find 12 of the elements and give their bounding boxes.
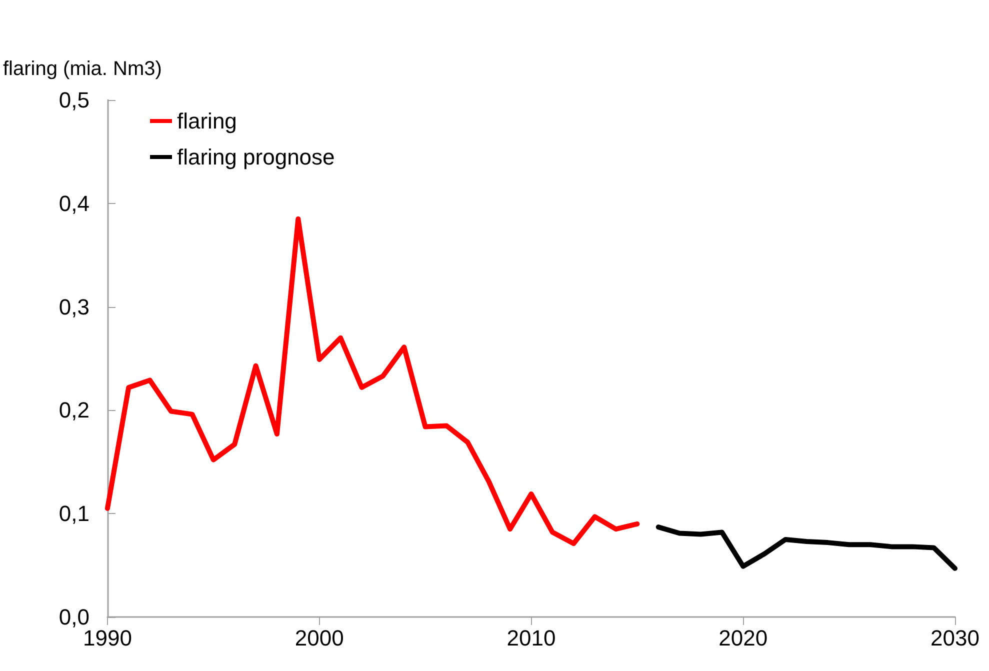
x-tick-label: 2020 [718, 626, 768, 650]
legend-label: flaring [177, 108, 237, 134]
y-tick-label: 0,1 [58, 501, 90, 526]
y-tick-label: 0,5 [58, 88, 90, 112]
x-tick-label: 2000 [294, 626, 344, 650]
x-tick-label: 2010 [506, 626, 556, 650]
y-tick-label: 0,2 [58, 398, 90, 423]
y-tick-label: 0,4 [58, 190, 90, 216]
legend-label: flaring prognose [177, 144, 335, 170]
y-axis-title: flaring (mia. Nm3) [2, 58, 162, 80]
x-tick-label: 2030 [930, 626, 980, 650]
y-tick-label: 0,3 [58, 294, 90, 320]
